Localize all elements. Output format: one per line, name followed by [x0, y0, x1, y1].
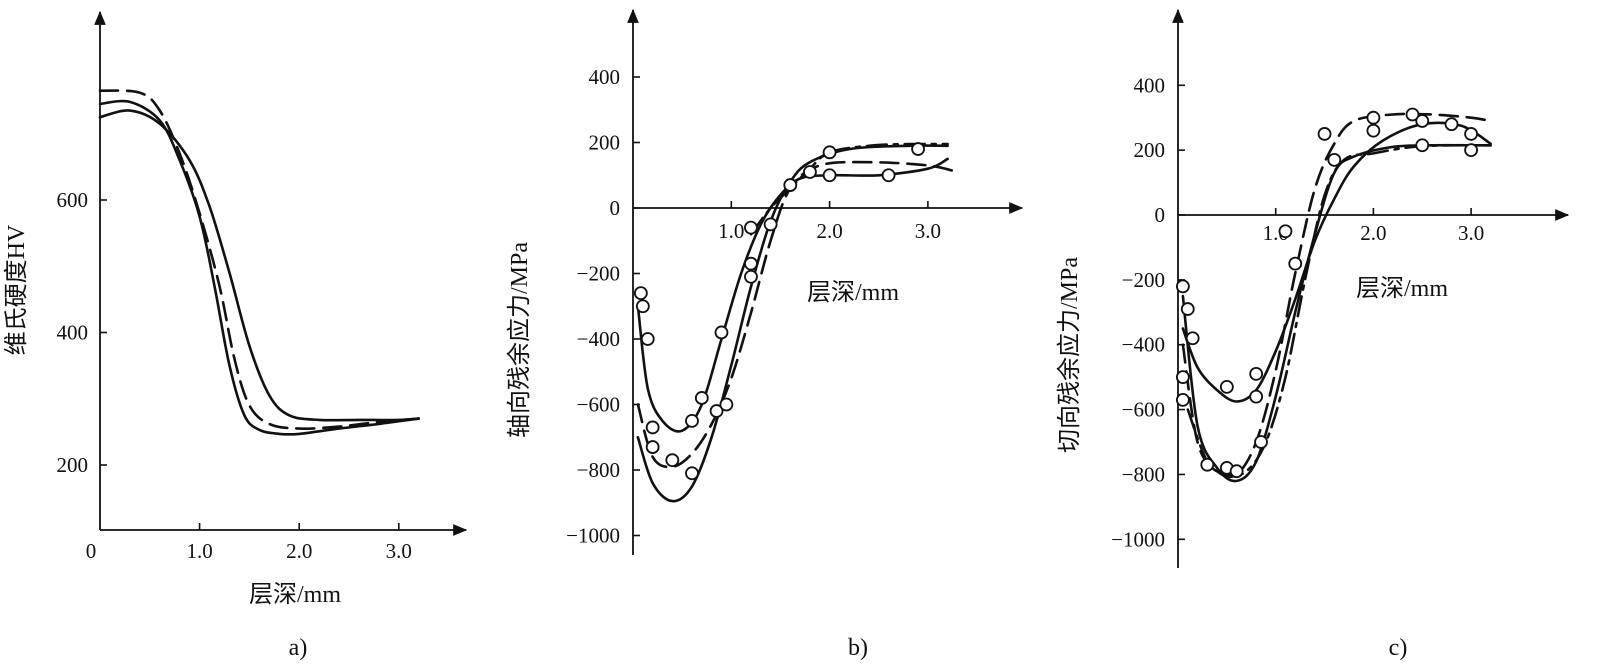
data-point-marker — [763, 217, 778, 232]
x-tick-label: 2.0 — [286, 539, 312, 563]
data-point-marker — [1366, 123, 1381, 138]
chart-panel-c: 1.0 2.0 3.04002000−200−400−600−800−1000层深/… — [1056, 8, 1570, 661]
data-point-marker — [1229, 464, 1244, 479]
x-axis-label: 层深/mm — [807, 279, 899, 306]
y-tick-label: −800 — [1122, 462, 1165, 486]
data-point-marker — [1219, 379, 1234, 394]
data-point-marker — [744, 256, 758, 271]
y-tick-label: −800 — [577, 458, 620, 482]
data-point-marker — [709, 404, 724, 418]
data-point-marker — [881, 168, 896, 183]
y-tick-label: 400 — [589, 65, 621, 89]
y-tick-label: −200 — [1122, 268, 1165, 292]
series-line-3 — [636, 160, 959, 469]
data-point-marker — [1175, 279, 1190, 294]
series-line-4 — [1186, 143, 1492, 477]
data-point-marker — [1327, 152, 1342, 167]
series-line-2 — [98, 99, 420, 436]
data-point-marker — [685, 466, 699, 481]
x-axis-label: 层深/mm — [1356, 275, 1448, 302]
y-tick-label: −600 — [1122, 398, 1165, 422]
data-point-marker — [803, 165, 817, 179]
data-point-marker — [1180, 302, 1195, 316]
y-axis-label: 维氏硬度HV — [3, 224, 30, 355]
data-point-marker — [1288, 256, 1303, 271]
y-tick-label: 200 — [57, 453, 89, 477]
y-tick-label: 200 — [1134, 138, 1166, 162]
x-tick-label: 1.0 — [186, 539, 212, 563]
y-tick-label: 400 — [57, 321, 89, 345]
data-point-marker — [911, 142, 925, 156]
data-point-marker — [1249, 389, 1264, 404]
panel-label: b) — [848, 635, 868, 661]
data-point-marker — [744, 269, 758, 284]
data-point-marker — [633, 286, 648, 301]
x-tick-label: 1.0 — [718, 219, 744, 243]
y-axis-label: 轴向残余应力/MPa — [506, 242, 533, 438]
data-point-marker — [1278, 224, 1293, 239]
data-point-marker — [1366, 110, 1381, 125]
data-point-marker — [719, 397, 734, 412]
data-point-marker — [714, 325, 729, 340]
series-line-4 — [749, 142, 949, 236]
y-tick-label: 600 — [57, 188, 89, 212]
data-point-marker — [822, 168, 837, 183]
y-tick-label: −200 — [577, 262, 620, 286]
x-tick-label: 3.0 — [915, 219, 941, 243]
data-point-marker — [645, 440, 660, 454]
series-line-1 — [636, 157, 949, 433]
data-point-marker — [1185, 331, 1200, 346]
data-point-marker — [1415, 138, 1430, 153]
y-tick-label: 0 — [1155, 203, 1166, 227]
data-point-marker — [645, 420, 660, 435]
data-point-marker — [1175, 392, 1190, 407]
x-tick-label: 2.0 — [1360, 221, 1386, 245]
data-point-marker — [640, 332, 655, 346]
data-point-marker — [1444, 117, 1459, 132]
chart-panel-a: 1.0 2.0 3.0 200 400 600 0 层深/mm 维氏硬度HV a) — [3, 10, 468, 661]
panel-label: c) — [1389, 635, 1408, 661]
y-tick-label: 0 — [610, 196, 621, 220]
x-axis-label: 层深/mm — [249, 581, 341, 608]
data-point-marker — [822, 145, 837, 160]
y-tick-label: −1000 — [1111, 527, 1165, 551]
series-line-1 — [98, 109, 420, 422]
data-point-marker — [1464, 143, 1478, 158]
data-point-marker — [1405, 107, 1420, 122]
data-point-marker — [635, 299, 650, 314]
y-tick-label: −400 — [1122, 333, 1165, 357]
data-point-marker — [1175, 370, 1190, 385]
data-point-marker — [694, 391, 709, 405]
data-point-marker — [1317, 127, 1332, 141]
data-point-marker — [685, 413, 699, 428]
data-point-marker — [744, 220, 758, 235]
y-tick-label: −600 — [577, 393, 620, 417]
x-tick-label: 3.0 — [386, 539, 412, 563]
data-point-marker — [665, 453, 680, 468]
y-tick-label: −400 — [577, 327, 620, 351]
y-axis-label: 切向残余应力/MPa — [1056, 257, 1083, 453]
y-tick-label: 400 — [1134, 73, 1166, 97]
data-point-marker — [1254, 435, 1268, 449]
y-tick-label: −1000 — [566, 524, 620, 548]
data-point-marker — [1415, 114, 1430, 128]
data-point-marker — [1200, 457, 1215, 472]
data-point-marker — [783, 178, 798, 192]
panel-label: a) — [289, 635, 308, 661]
data-point-marker — [1249, 367, 1264, 381]
data-point-marker — [1464, 127, 1478, 141]
x-tick-label: 3.0 — [1458, 221, 1484, 245]
origin-label: 0 — [86, 539, 97, 563]
y-tick-label: 200 — [589, 131, 621, 155]
series-line-2 — [636, 144, 949, 503]
chart-panel-b: 1.0 2.0 3.0 400 200 0 −200 −400 −600 −800 −1000 层深/… — [506, 8, 1024, 661]
series-line-3 — [98, 89, 420, 430]
x-tick-label: 2.0 — [816, 219, 842, 243]
